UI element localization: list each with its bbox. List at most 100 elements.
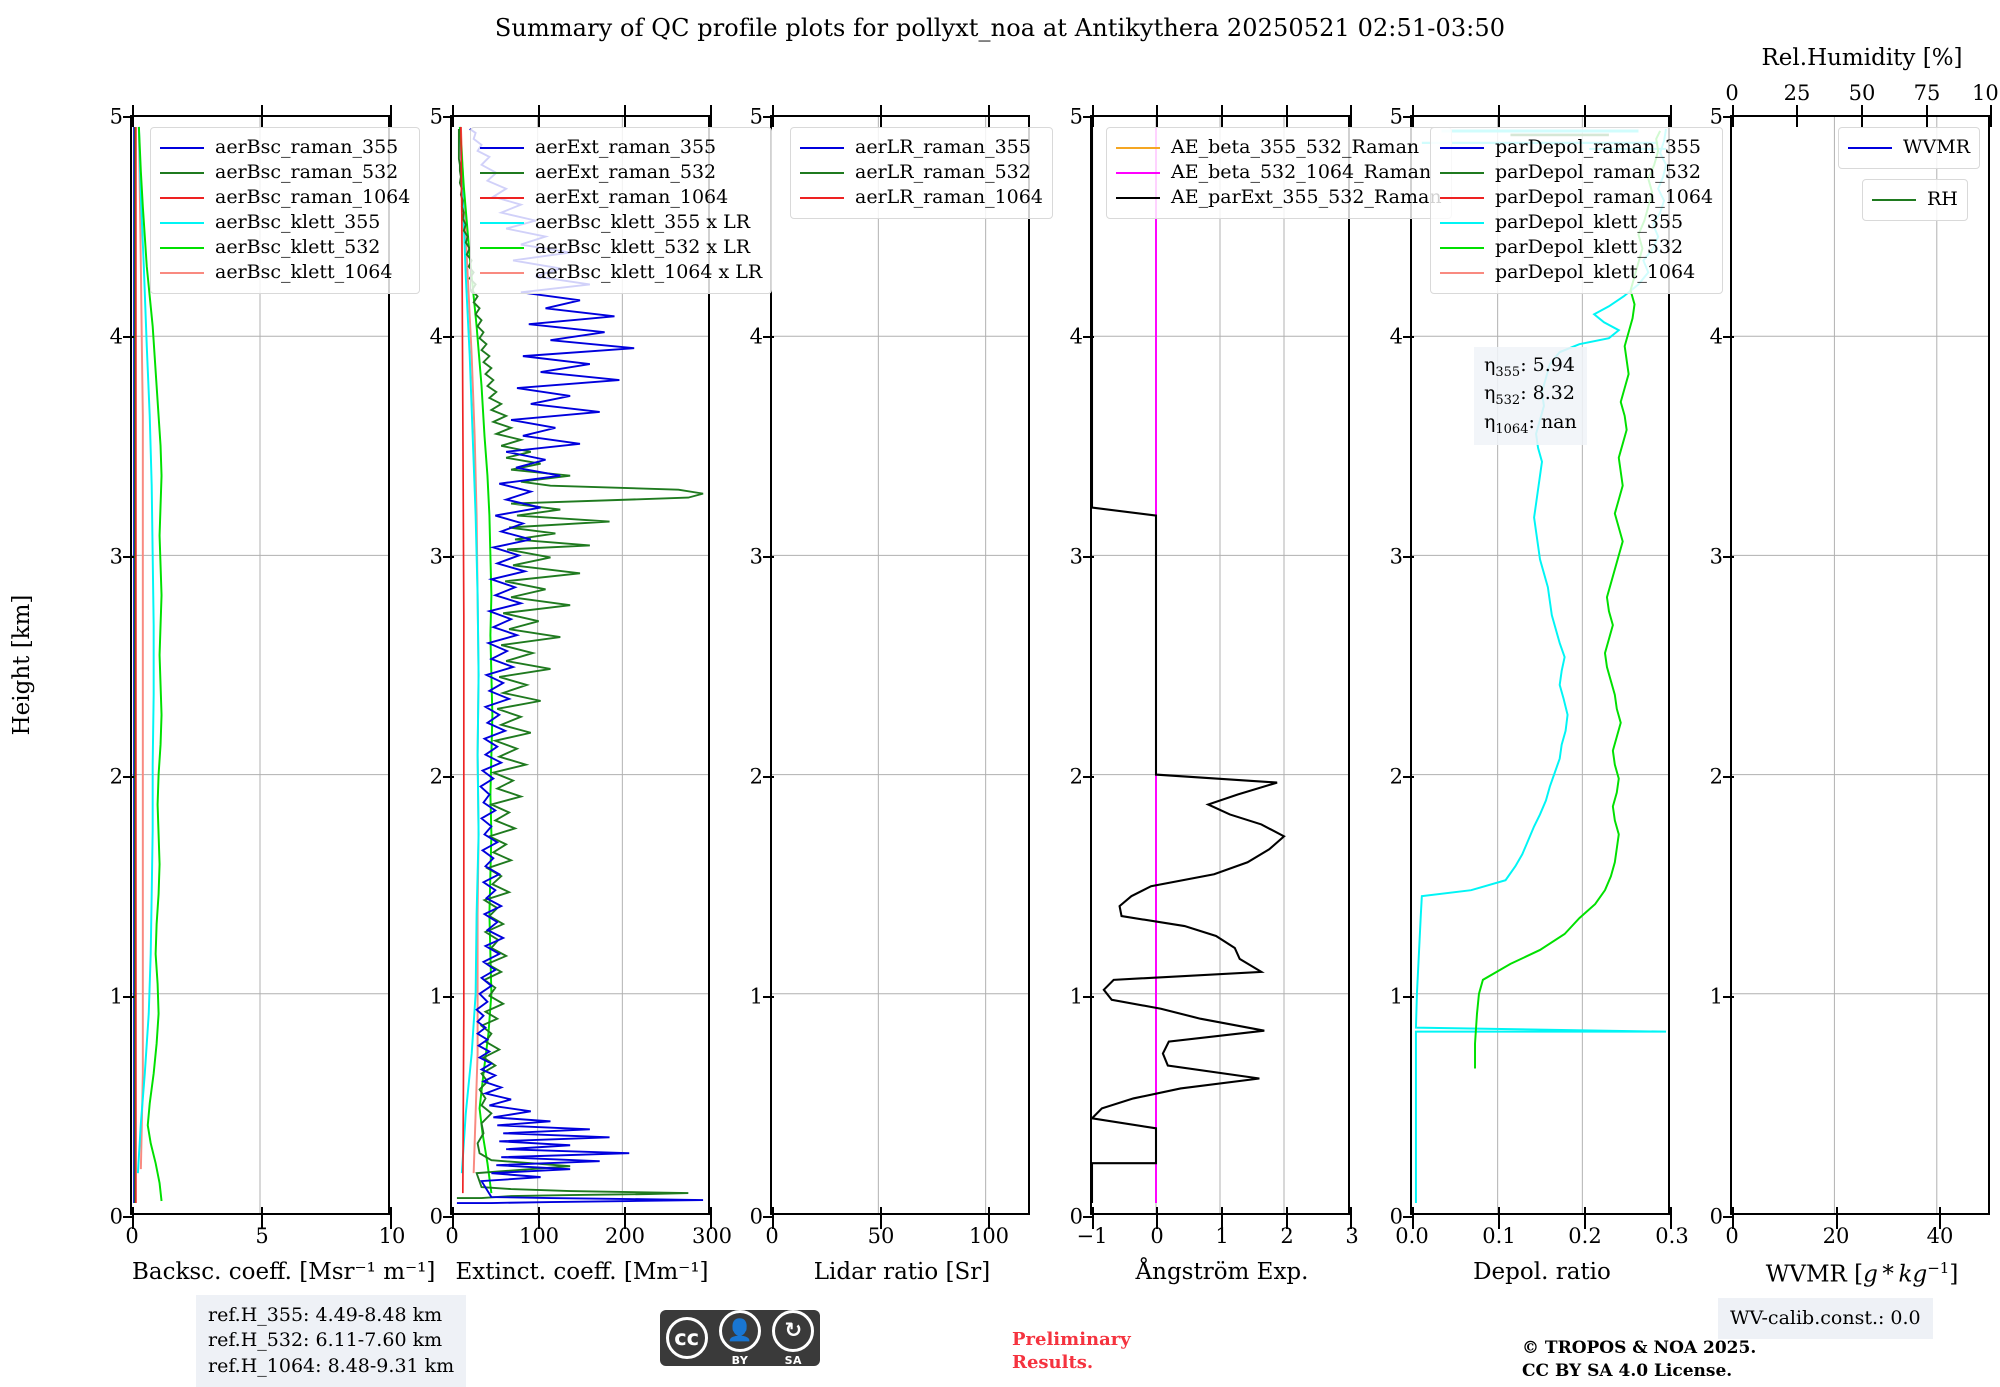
reference-height-box: ref.H_355: 4.49-8.48 km ref.H_532: 6.11-…: [196, 1295, 467, 1387]
legend-item[interactable]: aerExt_raman_532: [480, 160, 762, 185]
x-tick-label-top: 75: [1913, 81, 1941, 105]
cc-mark: cc: [665, 1317, 708, 1359]
legend-item[interactable]: aerLR_raman_355: [800, 135, 1043, 160]
legend-item[interactable]: aerBsc_raman_1064: [160, 185, 410, 210]
cc-by-mark: 👤 BY: [718, 1309, 761, 1367]
y-tick-mark: [1403, 776, 1414, 778]
legend-swatch-line: [1440, 196, 1484, 199]
legend-swatch-line: [480, 196, 524, 199]
legend-wvmr: WVMR: [1838, 127, 1981, 169]
legend-item[interactable]: aerBsc_raman_532: [160, 160, 410, 185]
legend-item[interactable]: RH: [1872, 187, 1958, 212]
legend-label: aerBsc_klett_1064: [215, 261, 393, 283]
panel-depolarization-ratio: parDepol_raman_355 parDepol_raman_532 pa…: [1390, 105, 1724, 1285]
legend-swatch-line: [1440, 171, 1484, 174]
x-tick-mark-top: [1286, 105, 1288, 127]
plot-area-lidar-ratio[interactable]: aerLR_raman_355 aerLR_raman_532 aerLR_ra…: [750, 105, 1053, 1285]
share-alike-icon: ↻: [772, 1309, 815, 1352]
legend-item[interactable]: parDepol_raman_355: [1440, 135, 1713, 160]
legend-item[interactable]: parDepol_klett_1064: [1440, 260, 1713, 285]
x-tick-mark-top: [538, 105, 540, 127]
legend-swatch-line: [800, 196, 844, 199]
y-tick-mark: [763, 116, 774, 118]
x-tick-mark-top: [1092, 105, 1094, 127]
x-tick-label: 40: [1926, 1224, 1954, 1248]
legend-item[interactable]: aerExt_raman_355: [480, 135, 762, 160]
eta-355-row: η355: 5.94: [1484, 354, 1575, 380]
y-tick-label: 1: [1709, 984, 1723, 1009]
y-tick-mark: [123, 116, 134, 118]
legend-item[interactable]: AE_beta_355_532_Raman: [1116, 135, 1442, 160]
plot-area-angstrom-exponent[interactable]: AE_beta_355_532_Raman AE_beta_532_1064_R…: [1070, 105, 1452, 1285]
panel-angstrom-exponent: AE_beta_355_532_Raman AE_beta_532_1064_R…: [1070, 105, 1452, 1285]
x-tick-label-top: 0: [1725, 81, 1739, 105]
y-axis-title: Height [km]: [9, 594, 35, 736]
x-tick-mark-top: [1584, 105, 1586, 127]
legend-item[interactable]: aerLR_raman_532: [800, 160, 1043, 185]
x-axis-title-top: Rel.Humidity [%]: [1761, 45, 1963, 71]
legend-swatch-line: [160, 196, 204, 199]
x-tick-mark: [1670, 1207, 1672, 1229]
panel-extinction: aerExt_raman_355 aerExt_raman_532 aerExt…: [430, 105, 773, 1285]
plot-curves-extinction: [452, 117, 708, 1213]
legend-item[interactable]: aerLR_raman_1064: [800, 185, 1043, 210]
y-tick-mark: [1723, 556, 1734, 558]
x-tick-mark: [1156, 1207, 1158, 1229]
y-tick-mark: [1083, 1216, 1094, 1218]
plot-area-backscatter[interactable]: aerBsc_raman_355 aerBsc_raman_532 aerBsc…: [110, 105, 435, 1285]
plot-curves-lidar-ratio: [772, 117, 1028, 1213]
legend-item[interactable]: AE_parExt_355_532_Raman: [1116, 185, 1442, 210]
y-tick-label: 2: [749, 764, 763, 789]
eta-annotation-box: η355: 5.94 η532: 8.32 η1064: nan: [1474, 347, 1587, 446]
y-tick-label: 3: [1069, 544, 1083, 569]
x-tick-label: 0.2: [1568, 1224, 1602, 1248]
legend-swatch-line: [160, 171, 204, 174]
legend-item[interactable]: AE_beta_532_1064_Raman: [1116, 160, 1442, 185]
y-tick-label: 2: [1069, 764, 1083, 789]
x-tick-label: 10: [378, 1224, 406, 1248]
legend-label: RH: [1927, 188, 1958, 210]
x-tick-mark-top: [261, 105, 263, 127]
legend-swatch-line: [1116, 196, 1160, 199]
legend-rh: RH: [1862, 179, 1968, 221]
y-tick-mark: [763, 776, 774, 778]
legend-depolarization-ratio: parDepol_raman_355 parDepol_raman_532 pa…: [1430, 127, 1724, 294]
cc-license-badge[interactable]: cc 👤 BY ↻ SA: [660, 1309, 820, 1367]
legend-item[interactable]: aerBsc_klett_1064: [160, 260, 410, 285]
legend-item[interactable]: aerBsc_raman_355: [160, 135, 410, 160]
plot-curves-angstrom-exponent: [1092, 117, 1348, 1213]
legend-item[interactable]: parDepol_klett_532: [1440, 235, 1713, 260]
legend-label: aerBsc_klett_532: [215, 236, 381, 258]
legend-item[interactable]: aerBsc_klett_1064 x LR: [480, 260, 762, 285]
legend-item[interactable]: parDepol_klett_355: [1440, 210, 1713, 235]
x-tick-mark-top: [772, 105, 774, 127]
panel-backscatter: aerBsc_raman_355 aerBsc_raman_532 aerBsc…: [110, 105, 435, 1285]
y-tick-label: 4: [1389, 324, 1403, 349]
x-tick-mark-top: [624, 105, 626, 127]
legend-swatch-line: [160, 146, 204, 149]
legend-label: parDepol_raman_532: [1495, 161, 1701, 183]
x-tick-label-top: 50: [1848, 81, 1876, 105]
legend-item[interactable]: aerBsc_klett_532: [160, 235, 410, 260]
legend-label: aerLR_raman_532: [855, 161, 1031, 183]
legend-lidar-ratio: aerLR_raman_355 aerLR_raman_532 aerLR_ra…: [790, 127, 1053, 219]
legend-item[interactable]: WVMR: [1848, 135, 1970, 160]
legend-item[interactable]: aerBsc_klett_355: [160, 210, 410, 235]
y-tick-label: 0: [1389, 1204, 1403, 1229]
legend-item[interactable]: aerExt_raman_1064: [480, 185, 762, 210]
y-tick-label: 1: [109, 984, 123, 1009]
legend-label: aerExt_raman_1064: [535, 186, 729, 208]
legend-item[interactable]: parDepol_raman_532: [1440, 160, 1713, 185]
x-tick-mark: [1732, 1207, 1734, 1229]
legend-item[interactable]: parDepol_raman_1064: [1440, 185, 1713, 210]
legend-label: aerExt_raman_532: [535, 161, 717, 183]
legend-label: aerExt_raman_355: [535, 136, 717, 158]
legend-item[interactable]: aerBsc_klett_532 x LR: [480, 235, 762, 260]
plot-area-depolarization-ratio[interactable]: parDepol_raman_355 parDepol_raman_532 pa…: [1390, 105, 1724, 1285]
legend-item[interactable]: aerBsc_klett_355 x LR: [480, 210, 762, 235]
x-tick-mark: [1939, 1207, 1941, 1229]
legend-label: parDepol_klett_1064: [1495, 261, 1696, 283]
x-tick-mark: [1584, 1207, 1586, 1229]
plot-area-extinction[interactable]: aerExt_raman_355 aerExt_raman_532 aerExt…: [430, 105, 773, 1285]
plot-area-water-vapour[interactable]: WVMR RH 0 1 2 3 4 5 0 20 40: [1710, 45, 2000, 1288]
